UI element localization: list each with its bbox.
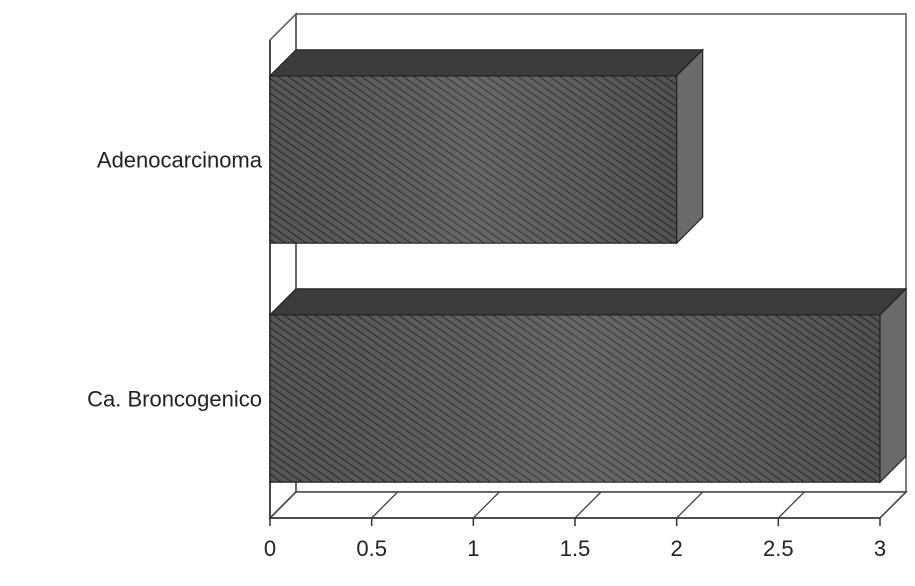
x-tick-label: 1.5 bbox=[560, 536, 591, 561]
x-tick-label: 0 bbox=[264, 536, 276, 561]
bar-shading bbox=[270, 76, 677, 243]
bar-top-face bbox=[270, 289, 906, 315]
x-tick-label: 3 bbox=[874, 536, 886, 561]
x-tick-label: 2 bbox=[671, 536, 683, 561]
bar-1 bbox=[270, 50, 703, 243]
x-tick-label: 1 bbox=[467, 536, 479, 561]
x-tick-label: 0.5 bbox=[356, 536, 387, 561]
bar-top-face bbox=[270, 50, 703, 76]
category-label: Ca. Broncogenico bbox=[87, 387, 262, 412]
bar-2 bbox=[270, 289, 906, 482]
bar-shading bbox=[270, 315, 880, 482]
bar-side-face bbox=[880, 289, 906, 482]
bar-side-face bbox=[677, 50, 703, 243]
x-tick-label: 2.5 bbox=[763, 536, 794, 561]
category-label: Adenocarcinoma bbox=[97, 148, 263, 173]
